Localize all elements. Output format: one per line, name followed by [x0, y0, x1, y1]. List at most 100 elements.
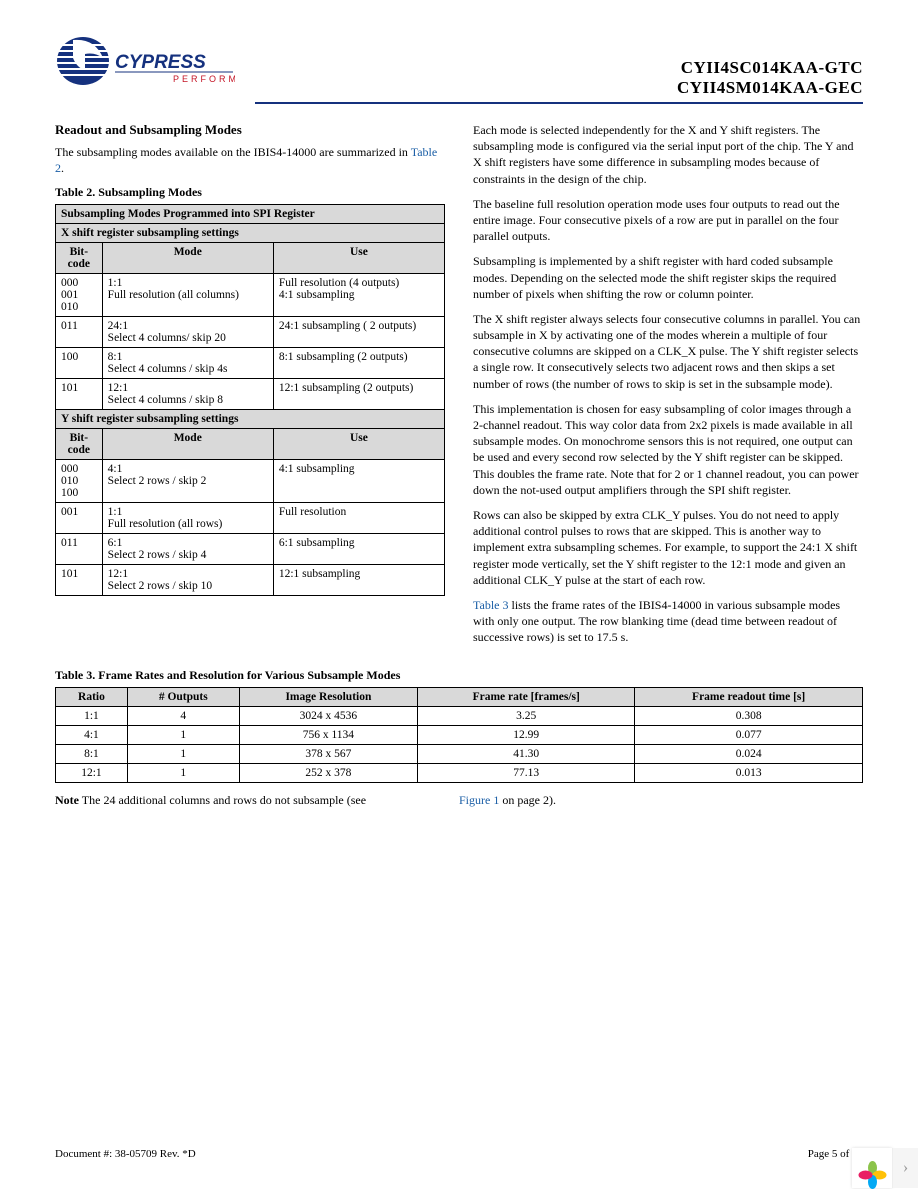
table-header-cell: Image Resolution [239, 688, 418, 707]
table-cell: Full resolution [273, 503, 444, 534]
table2-subsampling-modes: Subsampling Modes Programmed into SPI Re… [55, 204, 445, 596]
widget-expand-button[interactable]: › [892, 1148, 918, 1188]
table-cell: 3024 x 4536 [239, 707, 418, 726]
corner-widget: › [852, 1148, 918, 1188]
table-cell: 0.308 [635, 707, 863, 726]
table-header-cell: # Outputs [127, 688, 239, 707]
table2-col-use: Use [273, 243, 444, 274]
table-cell: 12:1 subsampling (2 outputs) [273, 379, 444, 410]
table-cell: 6:1 subsampling [273, 534, 444, 565]
table-cell: 12.99 [418, 726, 635, 745]
table2-y-subhead: Y shift register subsampling settings [56, 410, 445, 429]
table-row: 0116:1Select 2 rows / skip 46:1 subsampl… [56, 534, 445, 565]
table2-col-bitcode: Bit-code [56, 243, 103, 274]
table-cell: 1 [127, 726, 239, 745]
table-row: 0011:1Full resolution (all rows)Full res… [56, 503, 445, 534]
part-number-block: CYII4SC014KAA-GTC CYII4SM014KAA-GEC [677, 30, 863, 98]
table-row: 10112:1Select 2 rows / skip 1012:1 subsa… [56, 565, 445, 596]
table-row: 12:11252 x 37877.130.013 [56, 764, 863, 783]
table-header-cell: Ratio [56, 688, 128, 707]
table-row: 1:143024 x 45363.250.308 [56, 707, 863, 726]
two-column-body: Readout and Subsampling Modes The subsam… [55, 122, 863, 654]
table-cell: 24:1 subsampling ( 2 outputs) [273, 317, 444, 348]
datasheet-page: CYPRESS PERFORM CYII4SC014KAA-GTC CYII4S… [0, 0, 918, 1188]
body-paragraph: Rows can also be skipped by extra CLK_Y … [473, 507, 863, 588]
table-cell: 000010100 [56, 460, 103, 503]
table3-link[interactable]: Table 3 [473, 598, 508, 612]
table-cell: 011 [56, 534, 103, 565]
table-cell: 8:1 [56, 745, 128, 764]
table-row: 0000101004:1Select 2 rows / skip 24:1 su… [56, 460, 445, 503]
chevron-right-icon: › [903, 1159, 908, 1177]
table-header-cell: Frame readout time [s] [635, 688, 863, 707]
table-row: 0000010101:1Full resolution (all columns… [56, 274, 445, 317]
table-row: 4:11756 x 113412.990.077 [56, 726, 863, 745]
table-cell: 12:1 subsampling [273, 565, 444, 596]
table-cell: 1:1Full resolution (all rows) [102, 503, 273, 534]
section-heading: Readout and Subsampling Modes [55, 122, 445, 138]
table-cell: 756 x 1134 [239, 726, 418, 745]
left-column: Readout and Subsampling Modes The subsam… [55, 122, 445, 654]
table-cell: 4 [127, 707, 239, 726]
table-cell: 101 [56, 565, 103, 596]
table-header-cell: Frame rate [frames/s] [418, 688, 635, 707]
body-paragraph: Subsampling is implemented by a shift re… [473, 253, 863, 302]
table2-col-bitcode: Bit-code [56, 429, 103, 460]
body-paragraph: Each mode is selected independently for … [473, 122, 863, 187]
table-cell: 000001010 [56, 274, 103, 317]
figure1-link[interactable]: Figure 1 [459, 793, 499, 807]
table-cell: 252 x 378 [239, 764, 418, 783]
table-cell: 4:1Select 2 rows / skip 2 [102, 460, 273, 503]
table-cell: 8:1 subsampling (2 outputs) [273, 348, 444, 379]
table-row: 1008:1Select 4 columns / skip 4s8:1 subs… [56, 348, 445, 379]
body-paragraph: This implementation is chosen for easy s… [473, 401, 863, 498]
document-number: Document #: 38-05709 Rev. *D [55, 1148, 196, 1160]
page-footer: Document #: 38-05709 Rev. *D Page 5 of 2… [55, 1148, 863, 1160]
table2-title: Subsampling Modes Programmed into SPI Re… [56, 205, 445, 224]
table2-x-subhead: X shift register subsampling settings [56, 224, 445, 243]
table-row: 10112:1Select 4 columns / skip 812:1 sub… [56, 379, 445, 410]
table3-caption: Table 3. Frame Rates and Resolution for … [55, 668, 863, 683]
table-cell: 6:1Select 2 rows / skip 4 [102, 534, 273, 565]
table-cell: 001 [56, 503, 103, 534]
note-line: Note The 24 additional columns and rows … [55, 793, 863, 808]
table-cell: 12:1Select 2 rows / skip 10 [102, 565, 273, 596]
table-cell: 0.077 [635, 726, 863, 745]
table-cell: 12:1Select 4 columns / skip 8 [102, 379, 273, 410]
table-cell: 8:1Select 4 columns / skip 4s [102, 348, 273, 379]
table-cell: 3.25 [418, 707, 635, 726]
table2-col-use: Use [273, 429, 444, 460]
widget-logo-button[interactable] [852, 1148, 892, 1188]
table-cell: 77.13 [418, 764, 635, 783]
table-cell: 4:1 subsampling [273, 460, 444, 503]
table2-caption: Table 2. Subsampling Modes [55, 185, 445, 200]
table-cell: Full resolution (4 outputs)4:1 subsampli… [273, 274, 444, 317]
table-cell: 0.024 [635, 745, 863, 764]
logo-tagline-text: PERFORM [173, 74, 235, 84]
right-column: Each mode is selected independently for … [473, 122, 863, 654]
table-row: 8:11378 x 56741.300.024 [56, 745, 863, 764]
table-cell: 12:1 [56, 764, 128, 783]
table-cell: 1 [127, 764, 239, 783]
table-cell: 4:1 [56, 726, 128, 745]
flower-icon [859, 1155, 885, 1181]
table-cell: 100 [56, 348, 103, 379]
table-cell: 1 [127, 745, 239, 764]
header-rule [255, 102, 863, 104]
logo-brand-text: CYPRESS [115, 52, 206, 73]
table-cell: 101 [56, 379, 103, 410]
body-paragraph: The baseline full resolution operation m… [473, 196, 863, 245]
table3-frame-rates: Ratio# OutputsImage ResolutionFrame rate… [55, 687, 863, 783]
note-label: Note [55, 793, 79, 807]
table-cell: 378 x 567 [239, 745, 418, 764]
cypress-logo: CYPRESS PERFORM [55, 30, 235, 96]
table-row: 01124:1Select 4 columns/ skip 2024:1 sub… [56, 317, 445, 348]
table-cell: 1:1Full resolution (all columns) [102, 274, 273, 317]
page-header: CYPRESS PERFORM CYII4SC014KAA-GTC CYII4S… [55, 30, 863, 98]
body-paragraph: Table 3 lists the frame rates of the IBI… [473, 597, 863, 646]
part-number-1: CYII4SC014KAA-GTC [677, 58, 863, 78]
table-cell: 41.30 [418, 745, 635, 764]
table-cell: 24:1Select 4 columns/ skip 20 [102, 317, 273, 348]
table-cell: 0.013 [635, 764, 863, 783]
table-cell: 1:1 [56, 707, 128, 726]
